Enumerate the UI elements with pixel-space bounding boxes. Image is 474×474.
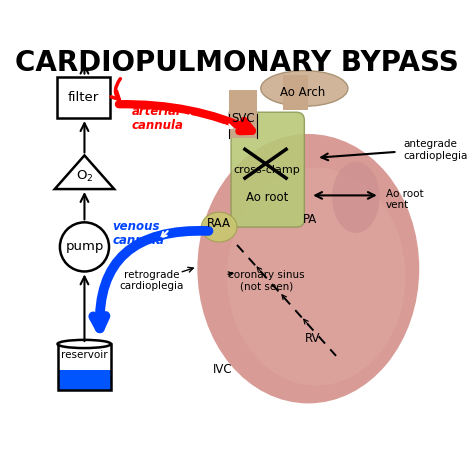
Text: coronary sinus
(not seen): coronary sinus (not seen) <box>228 270 305 292</box>
Text: venous
cannula: venous cannula <box>112 219 164 246</box>
Ellipse shape <box>197 134 419 403</box>
FancyBboxPatch shape <box>229 91 257 138</box>
FancyBboxPatch shape <box>283 74 308 110</box>
Circle shape <box>60 222 109 272</box>
Ellipse shape <box>227 168 405 385</box>
Text: Ao Arch: Ao Arch <box>280 86 325 99</box>
Ellipse shape <box>261 71 348 106</box>
Text: filter: filter <box>68 91 99 104</box>
FancyBboxPatch shape <box>57 344 111 390</box>
Text: reservoir: reservoir <box>61 350 108 360</box>
Ellipse shape <box>229 102 257 126</box>
Text: cross-clamp: cross-clamp <box>233 164 300 174</box>
Text: PA: PA <box>303 213 318 226</box>
Text: CARDIOPULMONARY BYPASS: CARDIOPULMONARY BYPASS <box>15 49 459 77</box>
Polygon shape <box>55 155 114 189</box>
Text: RAA: RAA <box>207 217 231 229</box>
Text: O$_2$: O$_2$ <box>76 169 93 184</box>
FancyBboxPatch shape <box>231 112 304 227</box>
Text: pump: pump <box>65 240 104 254</box>
Ellipse shape <box>201 212 237 242</box>
Text: Ao root: Ao root <box>246 191 288 204</box>
Ellipse shape <box>57 340 111 348</box>
Ellipse shape <box>332 162 380 233</box>
Text: retrograde
cardioplegia: retrograde cardioplegia <box>119 270 184 292</box>
FancyBboxPatch shape <box>57 370 111 390</box>
Text: SVC: SVC <box>231 112 255 125</box>
Text: arterial
cannula: arterial cannula <box>132 105 184 132</box>
Text: RV: RV <box>304 331 320 345</box>
Text: IVC: IVC <box>213 363 233 376</box>
Text: Ao root
vent: Ao root vent <box>385 189 423 210</box>
FancyBboxPatch shape <box>57 76 110 118</box>
Text: antegrade
cardioplegia: antegrade cardioplegia <box>403 139 468 161</box>
